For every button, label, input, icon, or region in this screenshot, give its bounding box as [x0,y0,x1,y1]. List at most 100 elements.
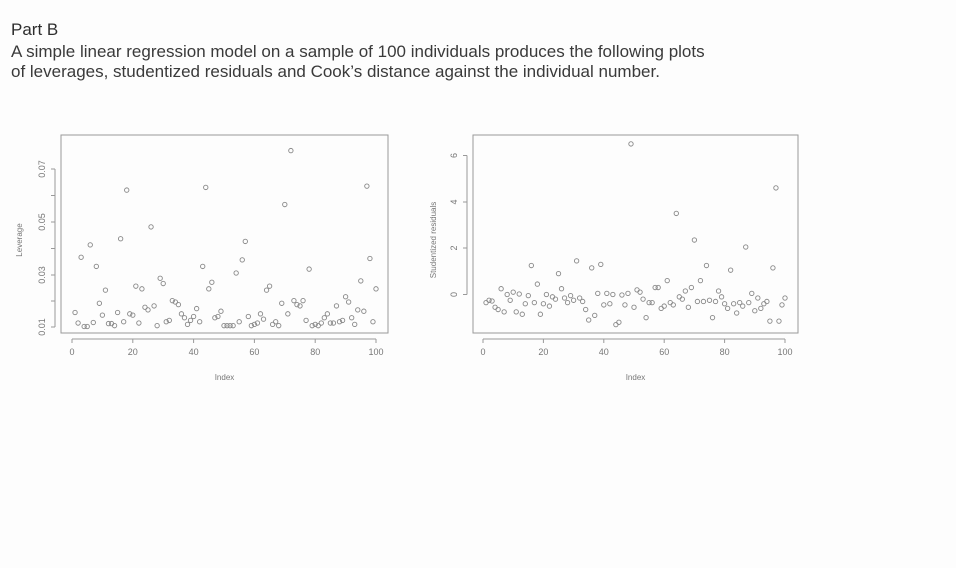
data-point [634,287,640,293]
data-point [543,291,550,298]
data-point [303,317,309,324]
data-point [637,289,643,295]
x-tick-label: 0 [480,347,485,357]
data-point [724,305,731,312]
data-point [142,304,148,310]
data-point [673,210,679,217]
data-point [184,321,191,328]
data-point [181,315,188,321]
data-point [697,277,704,284]
data-point [752,308,758,314]
section-heading: Part B [11,20,59,39]
data-point [646,299,652,306]
data-point [190,313,197,320]
data-point [367,255,373,262]
data-point [239,257,245,263]
data-point [782,295,788,301]
data-point [309,323,315,329]
data-point [90,319,96,326]
data-point [333,303,340,309]
data-point [200,263,206,270]
data-point [700,298,707,305]
data-point [254,320,261,326]
data-point [501,309,507,315]
data-point [215,313,221,320]
data-point [294,301,300,308]
data-point [203,184,209,191]
data-point [227,323,233,329]
data-point [764,298,770,305]
data-point [312,321,318,328]
data-point [743,244,749,250]
y-tick-label: 0 [449,292,459,297]
x-tick-label: 60 [659,347,669,357]
data-point [773,185,779,191]
data-point [282,201,288,208]
data-point [318,320,324,326]
data-point [625,290,631,296]
data-point [694,298,701,305]
data-point [373,286,379,292]
y-tick-label: 0.01 [37,318,47,336]
data-point [87,242,93,248]
data-point [755,295,761,301]
data-point [163,319,169,325]
data-point [288,147,294,154]
data-point [370,319,376,325]
data-point [525,293,531,299]
data-point [276,323,282,329]
data-point [187,317,194,324]
data-point [218,308,224,314]
data-point [727,267,734,273]
data-point [685,304,692,310]
data-point [734,310,740,316]
data-point [718,294,725,300]
data-point [245,313,251,320]
data-point [352,321,358,328]
data-point [483,299,489,306]
x-tick-label: 100 [368,347,383,357]
data-point [102,287,109,293]
data-point [682,288,688,294]
data-point [345,299,352,305]
data-point [178,311,185,317]
data-point [691,237,698,243]
data-point [166,317,172,324]
data-point [233,270,239,276]
data-point [622,302,628,308]
data-point [652,284,658,291]
data-point [84,323,90,330]
data-point [661,303,667,309]
data-point [731,301,737,307]
y-tick-label: 2 [449,245,459,250]
data-point [498,286,504,292]
data-point [555,270,562,277]
data-point [776,318,782,324]
data-point [604,290,610,296]
data-point [706,297,713,303]
data-point [737,299,743,306]
data-point [117,236,124,242]
data-point [749,290,755,296]
x-tick-label: 40 [189,347,199,357]
data-point [349,315,355,321]
data-point [643,315,649,321]
data-point [224,323,230,329]
data-point [151,303,157,309]
data-point [534,281,541,287]
data-point [330,320,337,326]
data-point [489,298,495,304]
data-point [172,299,179,305]
data-point [549,294,556,300]
data-point [664,277,670,284]
data-point [583,306,589,313]
data-point [324,311,331,317]
data-point [148,224,154,230]
x-tick-label: 20 [538,347,548,357]
data-point [260,316,267,322]
data-point [221,323,227,329]
data-point [263,287,270,293]
x-tick-label: 80 [310,347,320,357]
data-point [709,315,716,321]
